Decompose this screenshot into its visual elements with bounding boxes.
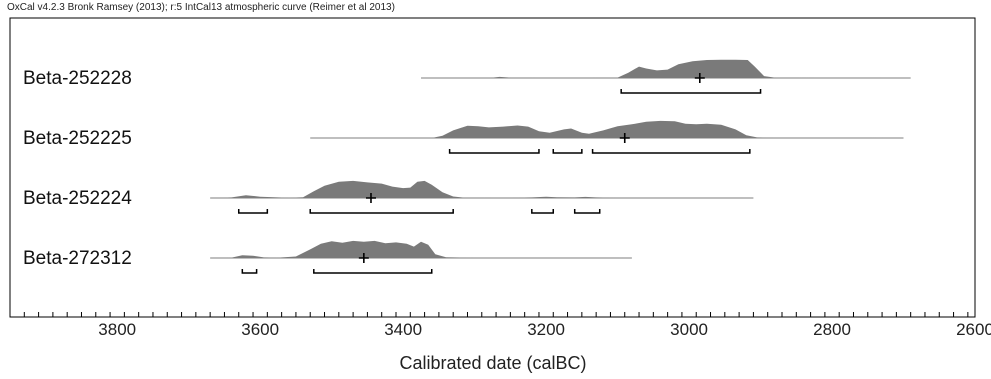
row-beta-252225: Beta-252225 [23,120,904,154]
mean-marker [358,253,369,263]
range-bracket [237,209,269,214]
range-bracket [591,149,751,154]
range-bracket [531,209,555,214]
distribution-rows: Beta-252228 Beta-252225 Beta-252224 Beta-27… [23,59,911,274]
row-beta-272312: Beta-272312 [23,240,632,274]
sample-label: Beta-252224 [23,188,132,209]
mean-marker [365,193,376,203]
chart-header: OxCal v4.2.3 Bronk Ramsey (2013); r:5 In… [7,2,395,13]
tick-label: 3200 [527,320,565,339]
tick-label: 2800 [813,320,851,339]
plot-frame [9,17,976,318]
x-axis: 3800 3600 3400 3200 3000 2800 2600 [9,312,991,339]
probability-distribution [210,240,632,258]
sample-label: Beta-252228 [23,68,132,89]
range-bracket [309,209,454,214]
row-beta-252224: Beta-252224 [23,180,754,214]
tick-label: 2600 [956,320,991,339]
range-bracket [552,149,583,154]
row-beta-252228: Beta-252228 [23,59,911,94]
tick-label: 3600 [241,320,279,339]
probability-distribution [210,180,754,198]
range-bracket [573,209,601,214]
probability-distribution [310,120,904,138]
range-bracket [448,149,540,154]
probability-distribution [421,59,911,78]
tick-label: 3400 [384,320,422,339]
x-axis-label: Calibrated date (calBC) [399,353,586,373]
range-bracket [313,269,433,274]
range-bracket [241,269,258,274]
sample-label: Beta-272312 [23,248,132,269]
tick-label: 3000 [670,320,708,339]
tick-label: 3800 [98,320,136,339]
sample-label: Beta-252225 [23,128,132,149]
mean-marker [619,133,630,143]
mean-marker [694,73,705,83]
range-bracket [620,89,762,94]
